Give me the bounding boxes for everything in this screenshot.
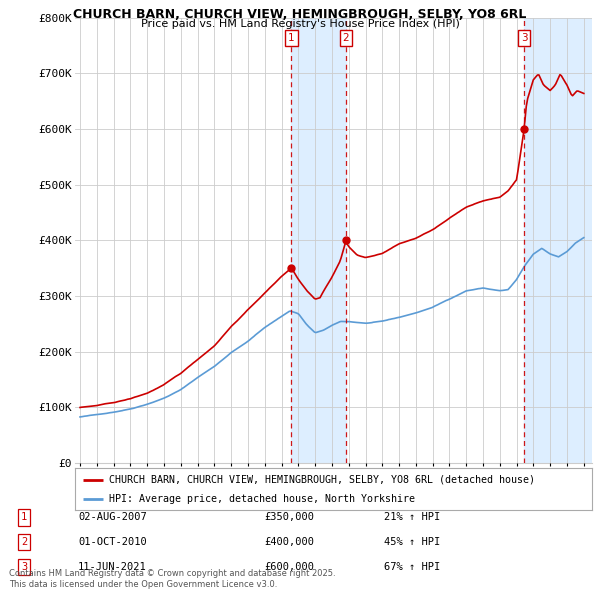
Text: Contains HM Land Registry data © Crown copyright and database right 2025.
This d: Contains HM Land Registry data © Crown c… [9, 569, 335, 589]
Text: £400,000: £400,000 [264, 537, 314, 547]
Text: 3: 3 [521, 33, 527, 42]
Text: £350,000: £350,000 [264, 513, 314, 522]
Bar [524, 18, 592, 463]
Text: HPI: Average price, detached house, North Yorkshire: HPI: Average price, detached house, Nort… [109, 494, 415, 504]
Text: 2: 2 [21, 537, 27, 547]
Text: 02-AUG-2007: 02-AUG-2007 [78, 513, 147, 522]
Text: CHURCH BARN, CHURCH VIEW, HEMINGBROUGH, SELBY, YO8 6RL (detached house): CHURCH BARN, CHURCH VIEW, HEMINGBROUGH, … [109, 475, 535, 485]
Text: 21% ↑ HPI: 21% ↑ HPI [384, 513, 440, 522]
Text: 67% ↑ HPI: 67% ↑ HPI [384, 562, 440, 572]
Text: 3: 3 [21, 562, 27, 572]
Bar [291, 18, 346, 463]
Text: 2: 2 [343, 33, 349, 42]
Text: 01-OCT-2010: 01-OCT-2010 [78, 537, 147, 547]
Text: 1: 1 [288, 33, 295, 42]
Text: Price paid vs. HM Land Registry's House Price Index (HPI): Price paid vs. HM Land Registry's House … [140, 19, 460, 30]
Text: CHURCH BARN, CHURCH VIEW, HEMINGBROUGH, SELBY, YO8 6RL: CHURCH BARN, CHURCH VIEW, HEMINGBROUGH, … [73, 8, 527, 21]
Text: 11-JUN-2021: 11-JUN-2021 [78, 562, 147, 572]
Text: 45% ↑ HPI: 45% ↑ HPI [384, 537, 440, 547]
Text: 1: 1 [21, 513, 27, 522]
Text: £600,000: £600,000 [264, 562, 314, 572]
